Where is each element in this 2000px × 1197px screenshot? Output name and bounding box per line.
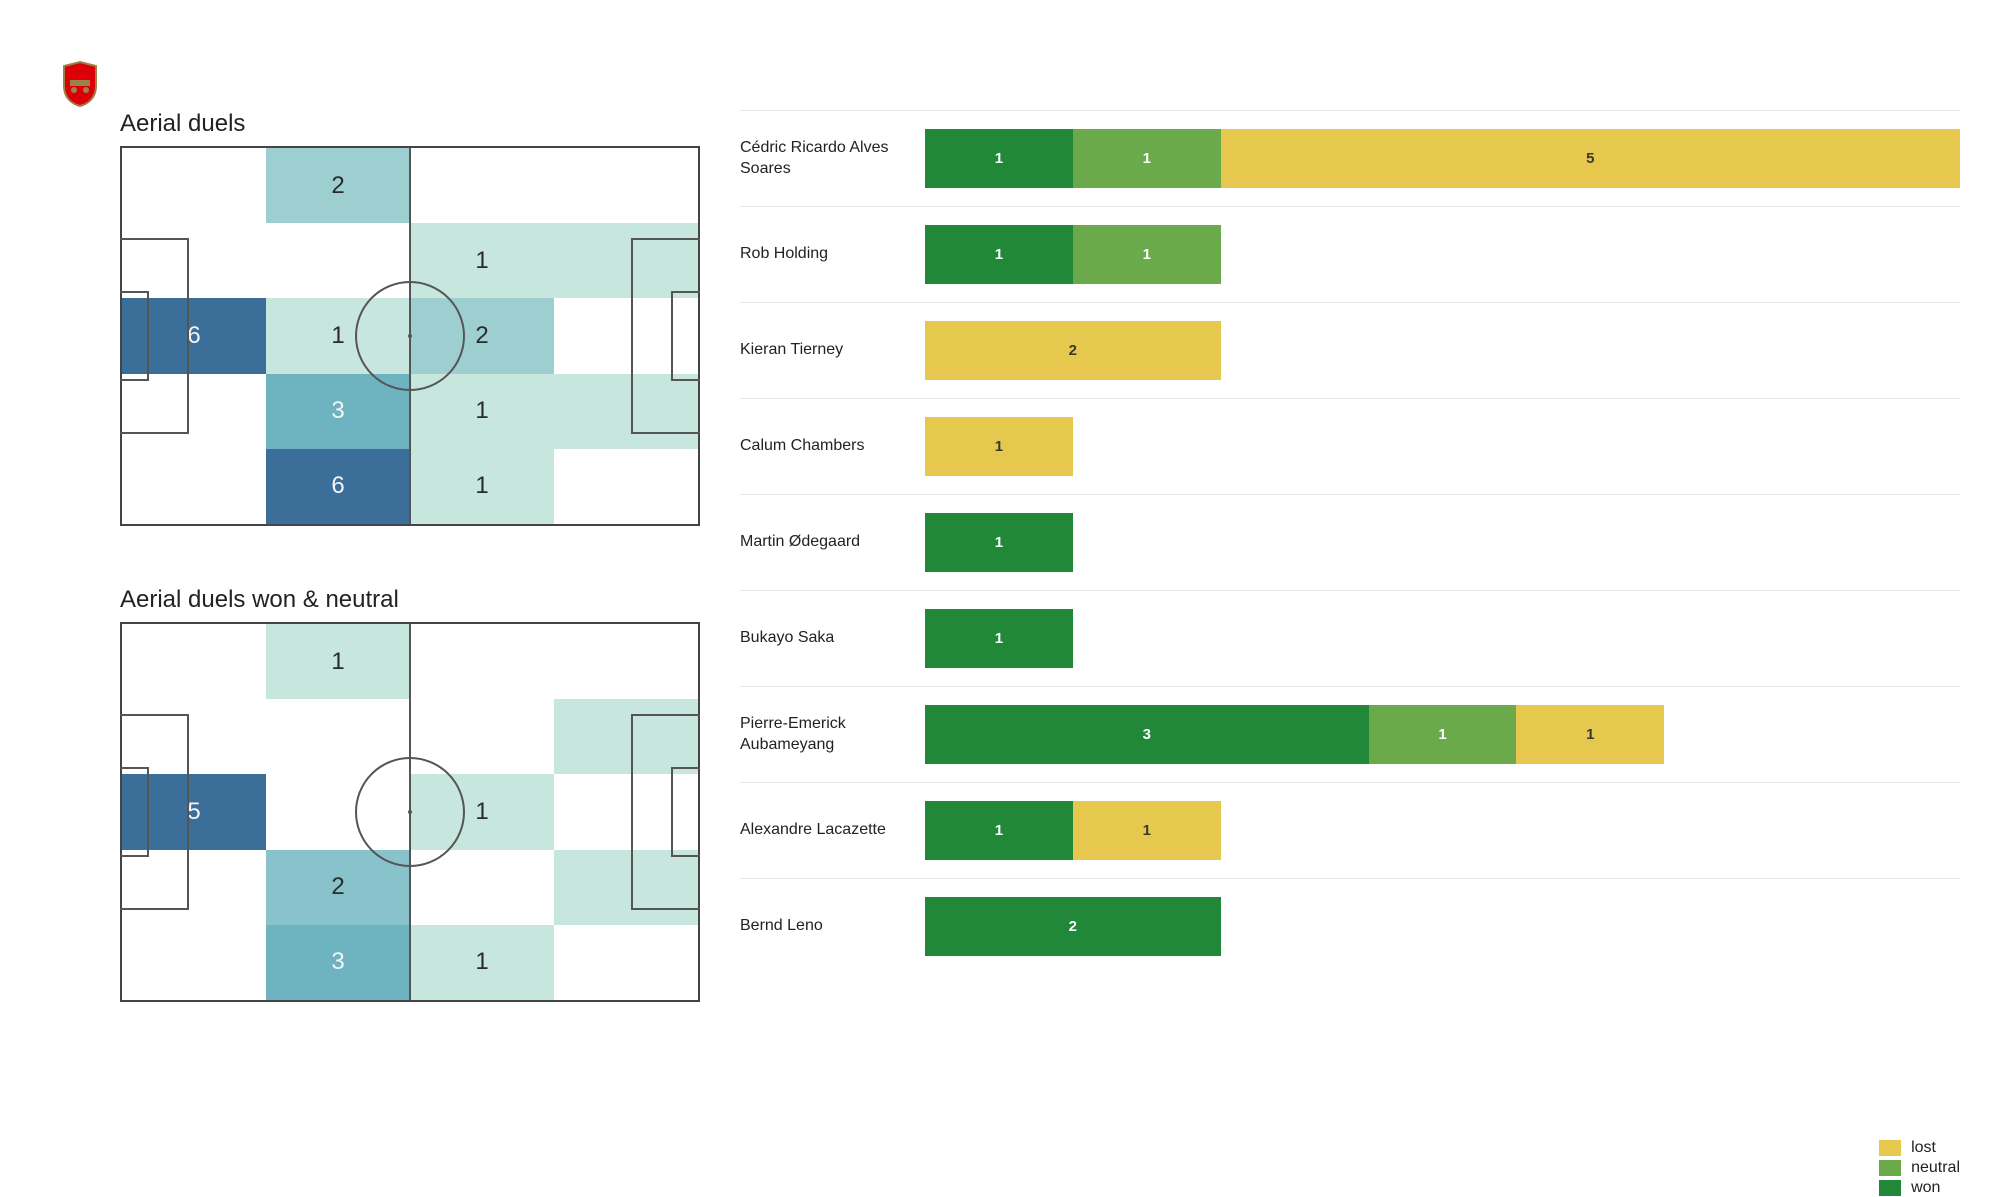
player-bar-row: Kieran Tierney2 — [740, 302, 1960, 398]
legend-label: won — [1911, 1179, 1940, 1197]
team-crest-icon — [60, 60, 100, 108]
bar-segment-won: 1 — [925, 513, 1073, 572]
bar-track: 2 — [925, 897, 1960, 956]
heatmap-cell: 2 — [266, 850, 410, 925]
bar-track: 11 — [925, 801, 1960, 860]
legend-swatch-won — [1879, 1180, 1901, 1196]
legend-swatch-lost — [1879, 1140, 1901, 1156]
bar-segment-lost: 1 — [1073, 801, 1221, 860]
heatmap-cell — [122, 374, 266, 449]
heatmap-cell: 1 — [410, 774, 554, 849]
bar-track: 11 — [925, 225, 1960, 284]
player-name-label: Pierre-Emerick Aubameyang — [740, 714, 925, 756]
heatmap-cell: 2 — [410, 298, 554, 373]
heatmap-cell: 3 — [266, 925, 410, 1000]
bar-segment-neutral: 1 — [1369, 705, 1517, 764]
player-name-label: Cédric Ricardo Alves Soares — [740, 138, 925, 180]
player-name-label: Rob Holding — [740, 244, 925, 265]
heatmap-cell: 5 — [122, 774, 266, 849]
pitch-block: Aerial duels won & neutral151231 — [120, 586, 700, 1002]
bar-segment-won: 1 — [925, 225, 1073, 284]
heatmap-cell — [122, 148, 266, 223]
legend-label: lost — [1911, 1139, 1936, 1157]
bar-segment-neutral: 1 — [1073, 129, 1221, 188]
heatmap-cell — [554, 624, 698, 699]
bar-track: 1 — [925, 513, 1960, 572]
heatmap-cell — [122, 699, 266, 774]
bar-track: 1 — [925, 609, 1960, 668]
heatmap-cell — [410, 624, 554, 699]
heatmap-cell — [554, 925, 698, 1000]
pitch-heatmap: 216123161 — [120, 146, 700, 526]
legend-row: lost — [1879, 1139, 1960, 1157]
heatmap-cell: 1 — [266, 298, 410, 373]
bar-track: 115 — [925, 129, 1960, 188]
heatmap-cell: 3 — [266, 374, 410, 449]
bar-segment-won: 1 — [925, 801, 1073, 860]
heatmap-cell — [122, 850, 266, 925]
player-bar-row: Bukayo Saka1 — [740, 590, 1960, 686]
player-name-label: Calum Chambers — [740, 436, 925, 457]
bar-segment-lost: 1 — [925, 417, 1073, 476]
bar-track: 2 — [925, 321, 1960, 380]
heatmap-cell — [410, 148, 554, 223]
heatmap-cell — [554, 374, 698, 449]
heatmap-cell — [554, 850, 698, 925]
pitch-block: Aerial duels216123161 — [120, 110, 700, 526]
heatmap-cell — [554, 298, 698, 373]
heatmap-cell — [554, 774, 698, 849]
player-bar-row: Cédric Ricardo Alves Soares115 — [740, 110, 1960, 206]
bar-track: 1 — [925, 417, 1960, 476]
pitch-title: Aerial duels — [120, 110, 700, 138]
legend-row: won — [1879, 1179, 1960, 1197]
legend-row: neutral — [1879, 1159, 1960, 1177]
player-bar-row: Martin Ødegaard1 — [740, 494, 1960, 590]
heatmap-cell — [410, 850, 554, 925]
bar-segment-won: 3 — [925, 705, 1369, 764]
heatmap-cell — [266, 699, 410, 774]
player-name-label: Bernd Leno — [740, 916, 925, 937]
heatmap-cell — [554, 699, 698, 774]
heatmap-cell: 6 — [266, 449, 410, 524]
player-bar-row: Calum Chambers1 — [740, 398, 1960, 494]
bar-segment-lost: 1 — [1516, 705, 1664, 764]
heatmap-cell — [554, 449, 698, 524]
bar-segment-lost: 2 — [925, 321, 1221, 380]
bar-legend: lost neutral won — [1879, 1137, 1960, 1197]
player-bar-row: Pierre-Emerick Aubameyang311 — [740, 686, 1960, 782]
heatmap-cell: 6 — [122, 298, 266, 373]
heatmap-cell — [266, 774, 410, 849]
heatmap-cell: 1 — [410, 223, 554, 298]
player-name-label: Kieran Tierney — [740, 340, 925, 361]
heatmap-cell: 1 — [410, 925, 554, 1000]
pitch-heatmap: 151231 — [120, 622, 700, 1002]
player-name-label: Alexandre Lacazette — [740, 820, 925, 841]
bar-segment-won: 1 — [925, 129, 1073, 188]
heatmap-cell — [266, 223, 410, 298]
heatmap-cell — [122, 925, 266, 1000]
pitch-title: Aerial duels won & neutral — [120, 586, 700, 614]
bar-track: 311 — [925, 705, 1960, 764]
heatmap-cell — [122, 223, 266, 298]
bar-segment-won: 2 — [925, 897, 1221, 956]
heatmap-cell: 1 — [410, 374, 554, 449]
heatmap-cell — [554, 223, 698, 298]
heatmap-cell — [122, 624, 266, 699]
heatmap-cell — [410, 699, 554, 774]
legend-swatch-neutral — [1879, 1160, 1901, 1176]
legend-label: neutral — [1911, 1159, 1960, 1177]
heatmap-cell: 1 — [266, 624, 410, 699]
heatmap-cell: 1 — [410, 449, 554, 524]
heatmap-cell — [554, 148, 698, 223]
bar-segment-won: 1 — [925, 609, 1073, 668]
player-bar-row: Rob Holding11 — [740, 206, 1960, 302]
bar-segment-lost: 5 — [1221, 129, 1960, 188]
player-name-label: Martin Ødegaard — [740, 532, 925, 553]
heatmap-cell: 2 — [266, 148, 410, 223]
player-bar-row: Alexandre Lacazette11 — [740, 782, 1960, 878]
player-bar-row: Bernd Leno2 — [740, 878, 1960, 974]
heatmap-cell — [122, 449, 266, 524]
bar-segment-neutral: 1 — [1073, 225, 1221, 284]
player-name-label: Bukayo Saka — [740, 628, 925, 649]
